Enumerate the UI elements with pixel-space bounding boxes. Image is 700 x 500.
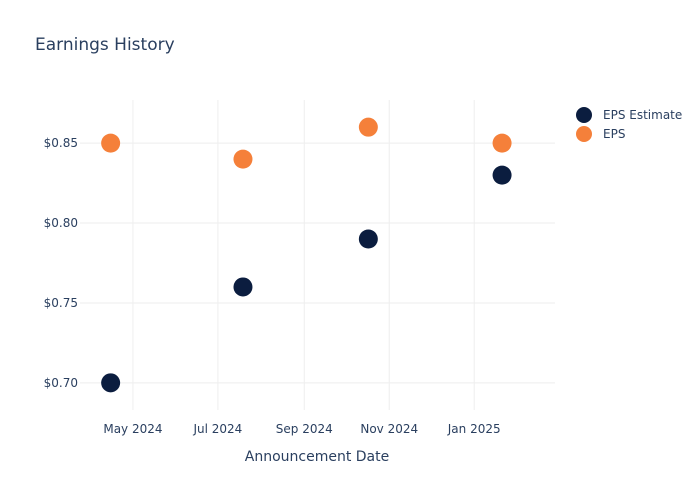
eps-estimate-point[interactable] xyxy=(358,229,378,249)
y-tick-label: $0.75 xyxy=(44,296,78,310)
legend-label-eps-estimate: EPS Estimate xyxy=(603,108,682,122)
x-tick-label: May 2024 xyxy=(103,422,162,436)
x-tick-label: Jan 2025 xyxy=(447,422,501,436)
eps-point[interactable] xyxy=(358,117,378,137)
legend[interactable]: EPS Estimate EPS xyxy=(576,107,682,142)
y-tick-label: $0.85 xyxy=(44,136,78,150)
eps-estimate-point[interactable] xyxy=(233,277,253,297)
legend-marker-eps-estimate xyxy=(576,107,592,123)
eps-point[interactable] xyxy=(233,149,253,169)
eps-estimate-point[interactable] xyxy=(492,165,512,185)
y-tick-label: $0.70 xyxy=(44,376,78,390)
eps-point[interactable] xyxy=(101,133,121,153)
x-axis-title: Announcement Date xyxy=(245,449,389,465)
grid-layer xyxy=(80,100,555,410)
eps-estimate-point[interactable] xyxy=(101,373,121,393)
chart-title: Earnings History xyxy=(35,35,175,55)
marker-layer xyxy=(101,117,512,393)
y-tick-label: $0.80 xyxy=(44,216,78,230)
legend-item-eps[interactable]: EPS xyxy=(576,126,625,142)
x-tick-label: Sep 2024 xyxy=(276,422,333,436)
legend-marker-eps xyxy=(576,126,592,142)
x-tick-label: Jul 2024 xyxy=(192,422,242,436)
legend-label-eps: EPS xyxy=(603,127,625,141)
legend-item-eps-estimate[interactable]: EPS Estimate xyxy=(576,107,682,123)
eps-point[interactable] xyxy=(492,133,512,153)
tick-layer: May 2024 Jul 2024 Sep 2024 Nov 2024 Jan 2025… xyxy=(44,136,501,436)
x-tick-label: Nov 2024 xyxy=(360,422,418,436)
